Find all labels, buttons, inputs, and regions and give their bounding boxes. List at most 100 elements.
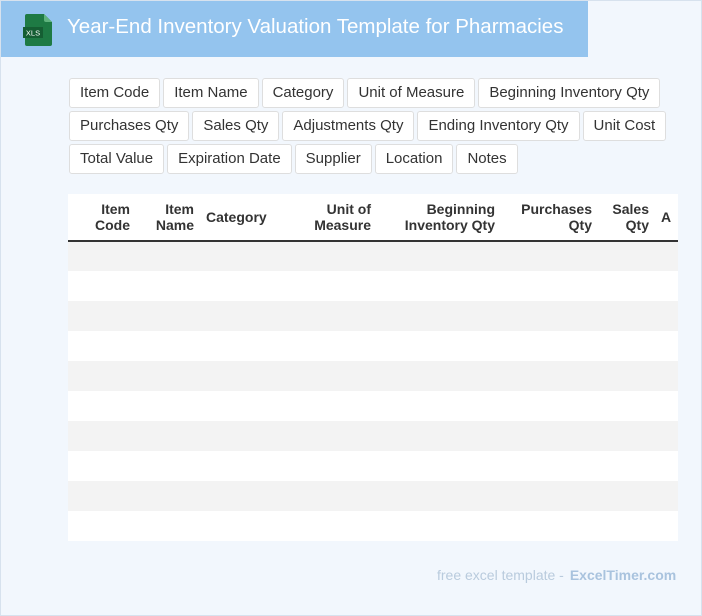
- column-header[interactable]: Item Code: [68, 194, 136, 242]
- table-cell[interactable]: [598, 301, 655, 331]
- table-cell[interactable]: [598, 271, 655, 301]
- table-cell[interactable]: [501, 331, 598, 361]
- table-cell[interactable]: [501, 511, 598, 541]
- table-cell[interactable]: [598, 391, 655, 421]
- field-tag[interactable]: Location: [374, 144, 454, 174]
- table-cell[interactable]: [377, 391, 501, 421]
- table-cell[interactable]: [278, 361, 377, 391]
- field-tag[interactable]: Supplier: [294, 144, 372, 174]
- field-tag[interactable]: Expiration Date: [167, 144, 292, 174]
- table-cell[interactable]: [200, 301, 278, 331]
- table-cell[interactable]: [377, 421, 501, 451]
- field-tag[interactable]: Unit of Measure: [347, 78, 476, 108]
- table-cell[interactable]: [377, 511, 501, 541]
- table-cell[interactable]: [200, 361, 278, 391]
- table-cell[interactable]: [200, 241, 278, 271]
- field-tag[interactable]: Total Value: [69, 144, 165, 174]
- table-cell[interactable]: [278, 451, 377, 481]
- table-cell[interactable]: [655, 271, 678, 301]
- table-cell[interactable]: [136, 451, 200, 481]
- table-cell[interactable]: [598, 331, 655, 361]
- table-cell[interactable]: [278, 301, 377, 331]
- table-cell[interactable]: [68, 331, 136, 361]
- table-cell[interactable]: [278, 481, 377, 511]
- table-cell[interactable]: [655, 481, 678, 511]
- table-cell[interactable]: [377, 361, 501, 391]
- column-header[interactable]: Item Name: [136, 194, 200, 242]
- table-cell[interactable]: [377, 481, 501, 511]
- table-cell[interactable]: [200, 511, 278, 541]
- table-cell[interactable]: [68, 301, 136, 331]
- field-tag[interactable]: Ending Inventory Qty: [417, 111, 580, 141]
- table-cell[interactable]: [68, 421, 136, 451]
- table-cell[interactable]: [136, 511, 200, 541]
- table-cell[interactable]: [136, 301, 200, 331]
- table-cell[interactable]: [655, 361, 678, 391]
- table-cell[interactable]: [655, 331, 678, 361]
- table-cell[interactable]: [200, 421, 278, 451]
- table-cell[interactable]: [278, 391, 377, 421]
- column-header[interactable]: Purchases Qty: [501, 194, 598, 242]
- table-cell[interactable]: [655, 421, 678, 451]
- table-cell[interactable]: [501, 361, 598, 391]
- table-cell[interactable]: [655, 301, 678, 331]
- table-cell[interactable]: [68, 241, 136, 271]
- table-cell[interactable]: [136, 271, 200, 301]
- column-header[interactable]: A: [655, 194, 678, 242]
- table-cell[interactable]: [377, 331, 501, 361]
- field-tag[interactable]: Adjustments Qty: [282, 111, 415, 141]
- table-cell[interactable]: [136, 361, 200, 391]
- table-cell[interactable]: [200, 331, 278, 361]
- table-cell[interactable]: [136, 331, 200, 361]
- table-cell[interactable]: [598, 241, 655, 271]
- table-cell[interactable]: [655, 391, 678, 421]
- column-header[interactable]: Sales Qty: [598, 194, 655, 242]
- table-cell[interactable]: [598, 511, 655, 541]
- table-cell[interactable]: [136, 241, 200, 271]
- table-cell[interactable]: [501, 271, 598, 301]
- table-cell[interactable]: [200, 451, 278, 481]
- table-cell[interactable]: [136, 481, 200, 511]
- field-tag[interactable]: Category: [261, 78, 345, 108]
- table-cell[interactable]: [68, 361, 136, 391]
- table-cell[interactable]: [598, 481, 655, 511]
- table-cell[interactable]: [278, 421, 377, 451]
- table-cell[interactable]: [501, 391, 598, 421]
- field-tag[interactable]: Unit Cost: [582, 111, 667, 141]
- table-cell[interactable]: [598, 421, 655, 451]
- table-cell[interactable]: [598, 451, 655, 481]
- table-cell[interactable]: [68, 481, 136, 511]
- table-cell[interactable]: [200, 271, 278, 301]
- field-tag[interactable]: Purchases Qty: [69, 111, 190, 141]
- table-cell[interactable]: [501, 301, 598, 331]
- table-cell[interactable]: [200, 481, 278, 511]
- table-cell[interactable]: [655, 451, 678, 481]
- footer-brand-link[interactable]: ExcelTimer.com: [569, 567, 677, 583]
- table-cell[interactable]: [68, 391, 136, 421]
- table-cell[interactable]: [200, 391, 278, 421]
- table-cell[interactable]: [501, 421, 598, 451]
- table-cell[interactable]: [501, 241, 598, 271]
- field-tag[interactable]: Notes: [456, 144, 518, 174]
- table-cell[interactable]: [377, 451, 501, 481]
- table-cell[interactable]: [501, 451, 598, 481]
- table-cell[interactable]: [377, 241, 501, 271]
- table-cell[interactable]: [278, 511, 377, 541]
- table-cell[interactable]: [68, 451, 136, 481]
- field-tag[interactable]: Sales Qty: [192, 111, 280, 141]
- table-cell[interactable]: [278, 331, 377, 361]
- table-cell[interactable]: [136, 421, 200, 451]
- table-cell[interactable]: [278, 271, 377, 301]
- table-cell[interactable]: [136, 391, 200, 421]
- table-cell[interactable]: [655, 241, 678, 271]
- table-cell[interactable]: [278, 241, 377, 271]
- field-tag[interactable]: Item Name: [163, 78, 259, 108]
- table-cell[interactable]: [377, 301, 501, 331]
- column-header[interactable]: Unit of Measure: [278, 194, 377, 242]
- table-cell[interactable]: [68, 511, 136, 541]
- table-cell[interactable]: [377, 271, 501, 301]
- table-cell[interactable]: [655, 511, 678, 541]
- table-cell[interactable]: [68, 271, 136, 301]
- field-tag[interactable]: Item Code: [69, 78, 161, 108]
- column-header[interactable]: Beginning Inventory Qty: [377, 194, 501, 242]
